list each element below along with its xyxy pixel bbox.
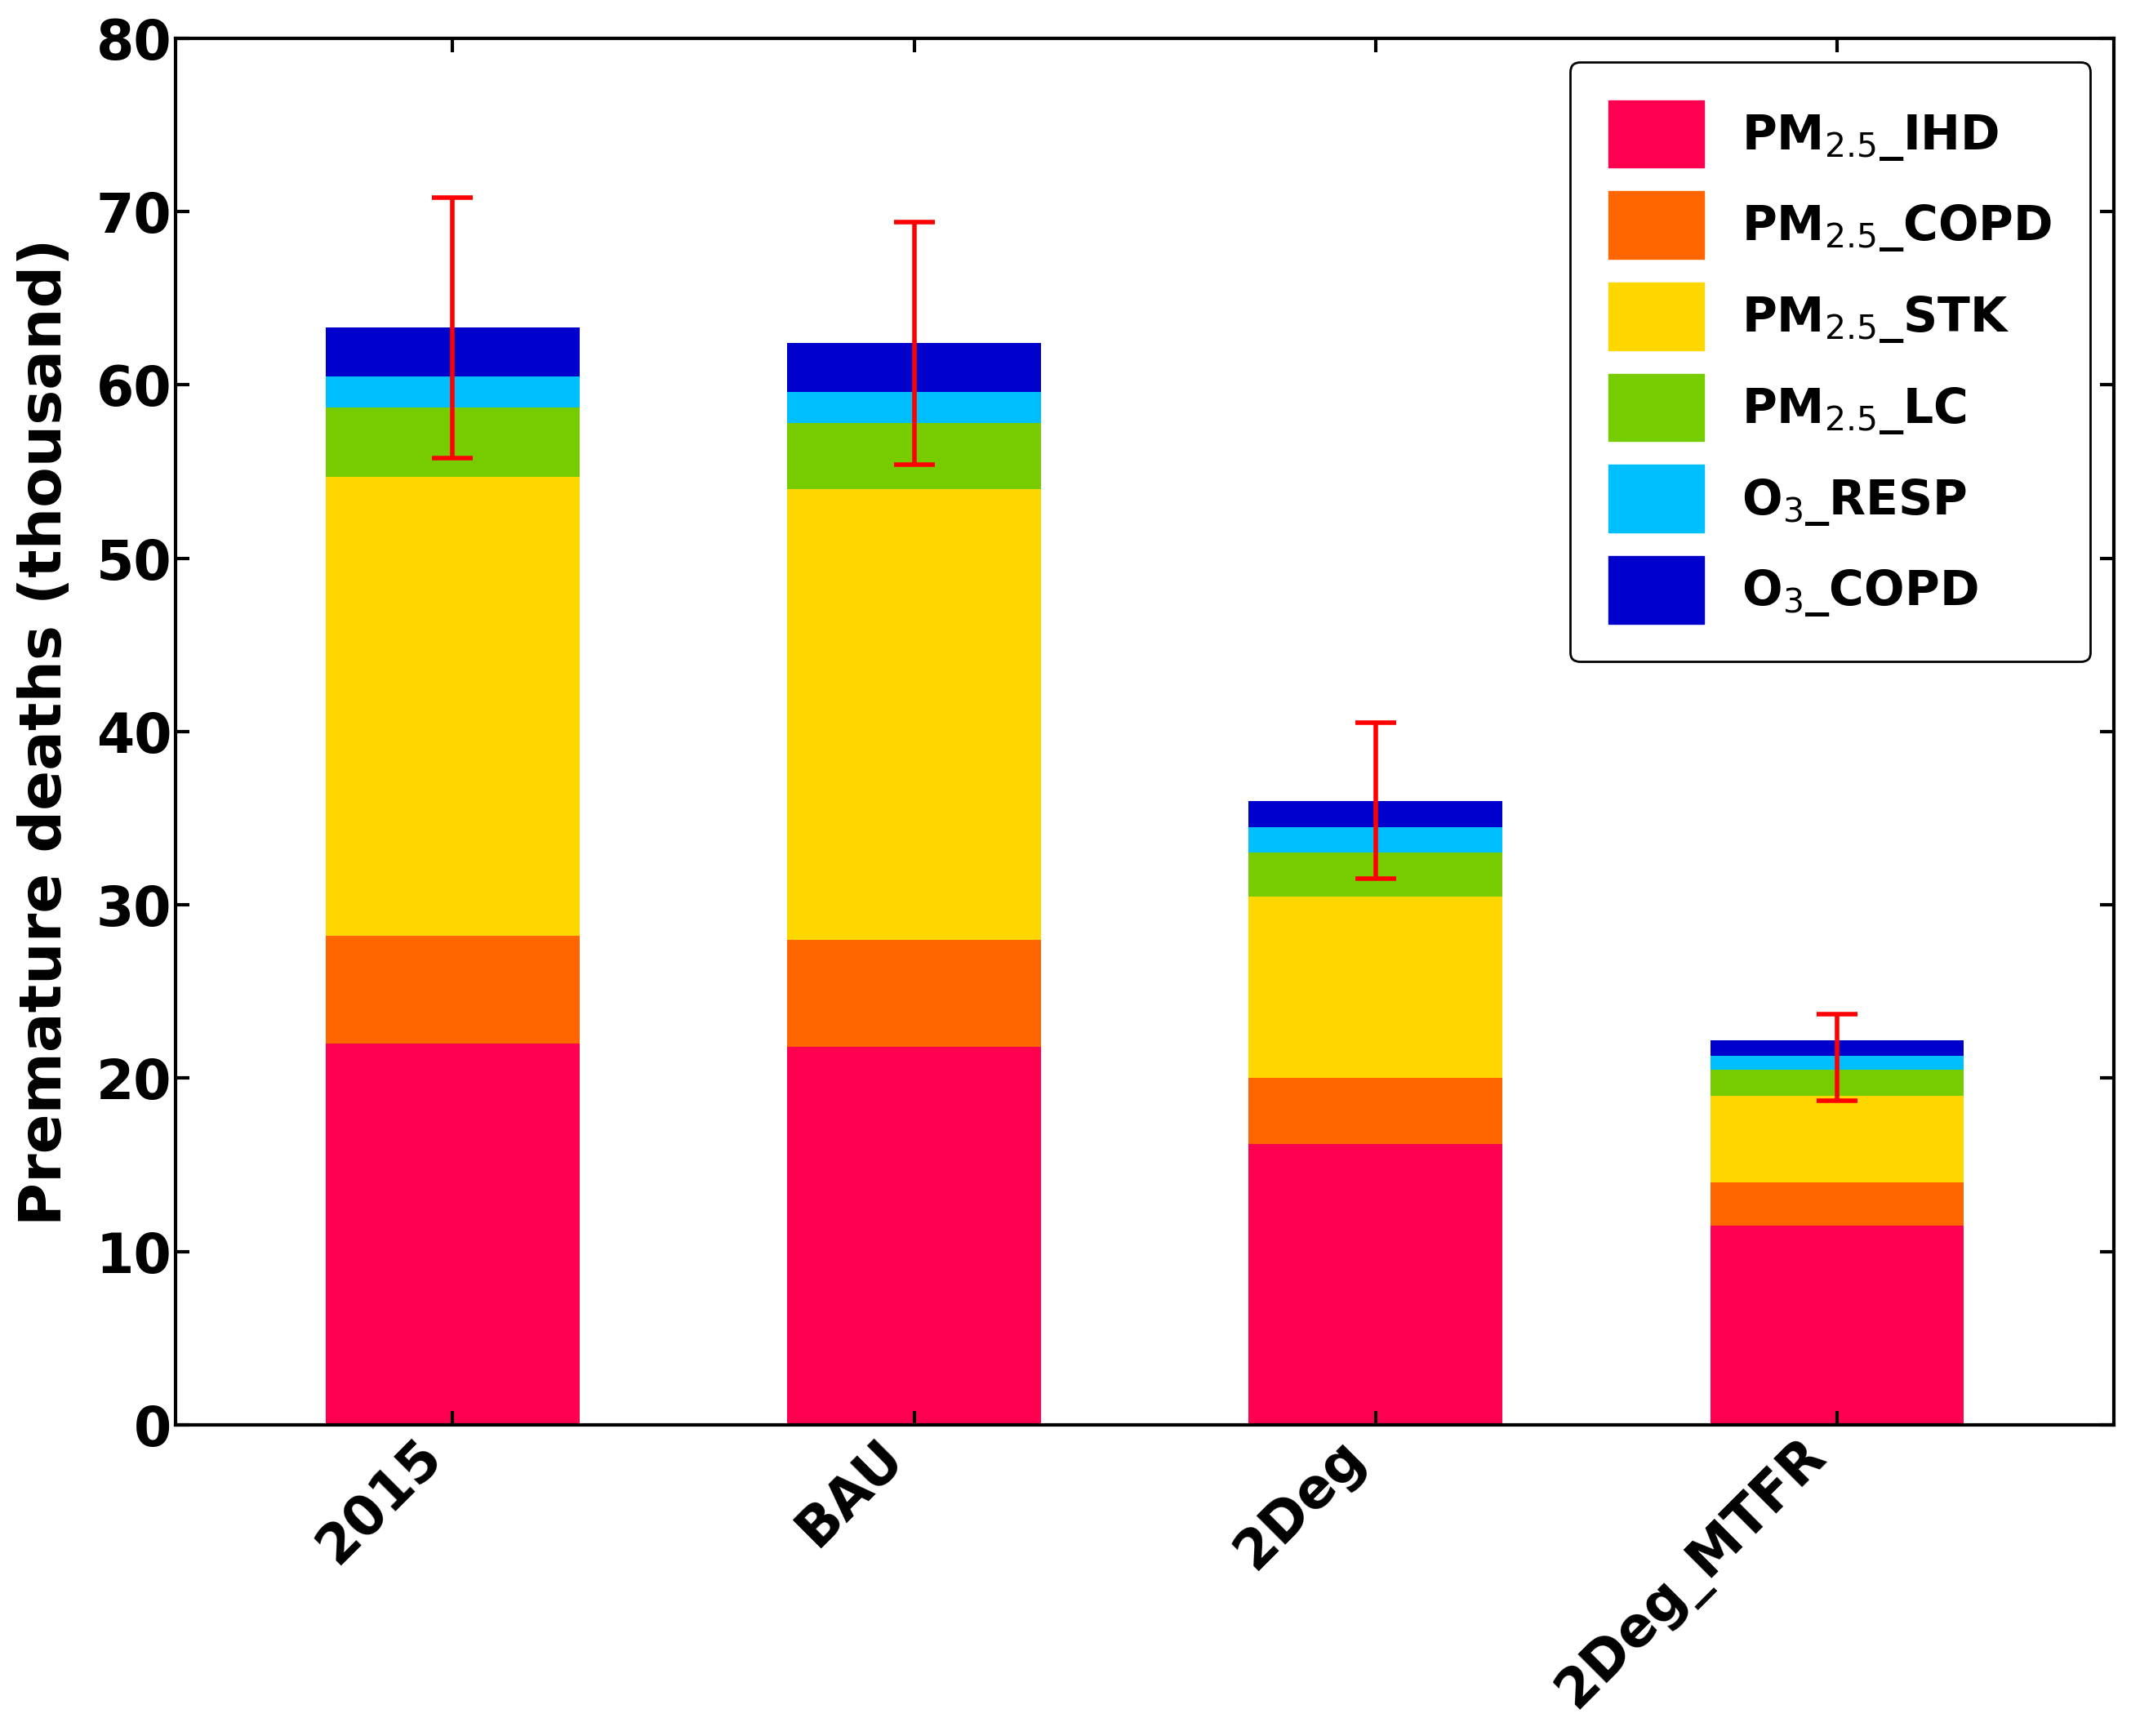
Bar [786, 424, 1042, 490]
Bar [786, 344, 1042, 392]
Bar [1249, 800, 1502, 826]
Bar [1249, 852, 1502, 896]
Bar [1711, 1040, 1965, 1055]
Bar [326, 408, 580, 477]
Bar [326, 377, 580, 408]
Bar [1249, 826, 1502, 852]
Bar [786, 490, 1042, 939]
Bar [326, 1043, 580, 1425]
Bar [326, 328, 580, 377]
Bar [1249, 1144, 1502, 1425]
Bar [326, 477, 580, 936]
Bar [1711, 1095, 1965, 1182]
Bar [786, 392, 1042, 424]
Legend: PM$_{2.5}$_IHD, PM$_{2.5}$_COPD, PM$_{2.5}$_STK, PM$_{2.5}$_LC, O$_3$_RESP, O$_3: PM$_{2.5}$_IHD, PM$_{2.5}$_COPD, PM$_{2.… [1571, 62, 2091, 661]
Bar [1711, 1055, 1965, 1069]
Bar [1711, 1182, 1965, 1226]
Bar [786, 939, 1042, 1047]
Bar [1711, 1069, 1965, 1095]
Bar [1711, 1226, 1965, 1425]
Bar [786, 1047, 1042, 1425]
Bar [1249, 896, 1502, 1078]
Bar [326, 936, 580, 1043]
Y-axis label: Premature deaths (thousand): Premature deaths (thousand) [17, 238, 72, 1226]
Bar [1249, 1078, 1502, 1144]
